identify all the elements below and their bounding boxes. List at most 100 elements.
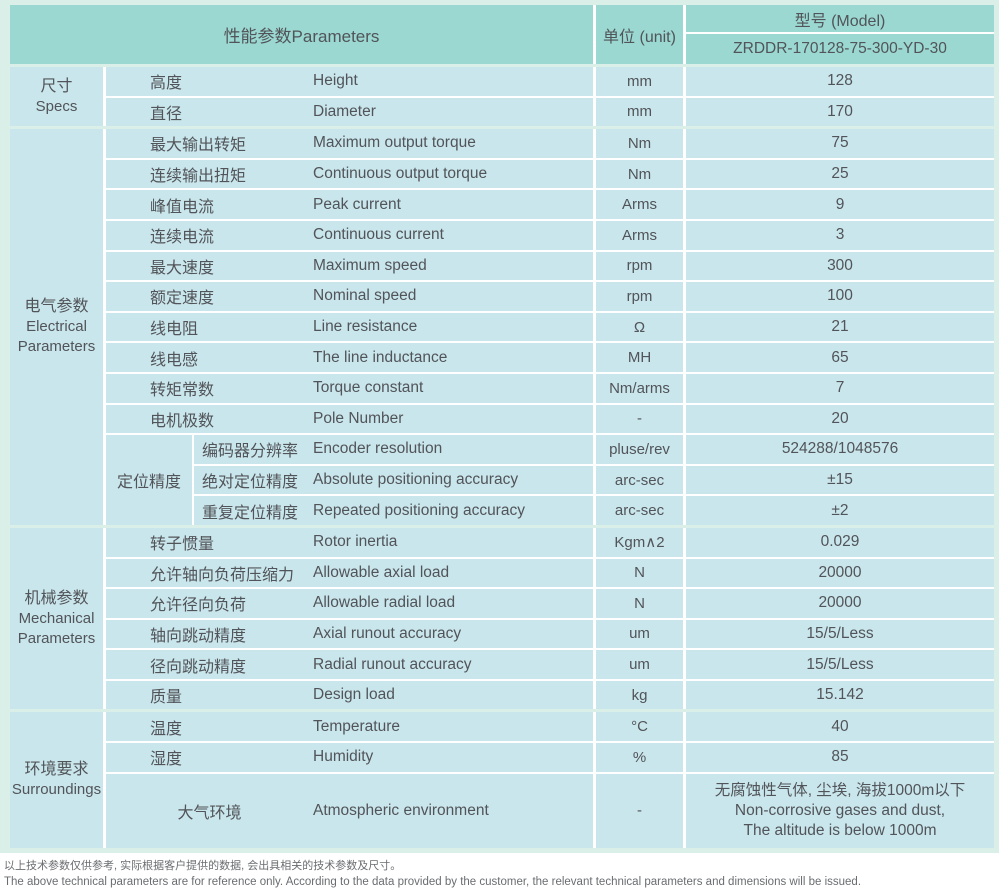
header-unit: 单位 (unit) (596, 5, 683, 64)
value-cell: 9 (686, 190, 994, 219)
section-label: 机械参数 Mechanical Parameters (10, 527, 103, 710)
unit-cell: Arms (596, 220, 683, 250)
param-zh-label: 最大输出转矩 (150, 137, 247, 155)
table-row: 转子惯量 Rotor inertia Kgm∧2 0.029 (106, 527, 994, 557)
table-row: 轴向跳动精度 Axial runout accuracy um 15/5/Less (106, 619, 994, 649)
param-label-cell: 连续电流 Continuous current (106, 220, 593, 250)
value-cell: 15/5/Less (686, 619, 994, 649)
value-cell: 无腐蚀性气体, 尘埃, 海拔1000m以下 Non-corrosive gases… (686, 773, 994, 848)
value-line: 无腐蚀性气体, 尘埃, 海拔1000m以下 (714, 781, 966, 799)
value-cell: ±15 (686, 465, 994, 495)
table-section: 机械参数 Mechanical Parameters 转子惯量 Rotor inert… (10, 527, 994, 710)
section-label: 尺寸 Specs (10, 67, 103, 127)
param-label-cell: 线电感 The line inductance (106, 343, 593, 372)
table-section: 环境要求 Surroundings 温度 Temperature °C 40 湿度 Humid… (10, 712, 994, 848)
unit-cell: arc-sec (596, 465, 683, 495)
param-zh-label: 线电感 (150, 351, 199, 369)
param-label-cell: 转矩常数 Torque constant (106, 373, 593, 403)
unit-cell: kg (596, 680, 683, 710)
param-label-cell: 转子惯量 Rotor inertia (106, 527, 593, 557)
param-label-cell: 轴向跳动精度 Axial runout accuracy (106, 619, 593, 649)
param-zh-label: 直径 (150, 105, 183, 123)
value-cell: 170 (686, 97, 994, 127)
param-label-cell: 径向跳动精度 Radial runout accuracy (106, 650, 593, 679)
param-zh-label: 线电阻 (150, 321, 199, 339)
section-rows: 温度 Temperature °C 40 湿度 Humidity% 85 大气环境 Atmosp… (106, 712, 994, 848)
table-body: 尺寸 Specs 高度 Height mm 128 直径 Diameter mm 170 电气参数 E… (10, 67, 994, 848)
param-zh-label: 允许径向负荷 (150, 597, 247, 615)
value-cell: 20000 (686, 589, 994, 618)
section-label-zh: 机械参数 (24, 589, 89, 607)
param-zh-label: 湿度 (150, 751, 183, 769)
table-row: 额定速度 Nominal speed rpm 100 (106, 282, 994, 311)
param-zh-label: 最大速度 (150, 259, 215, 277)
unit-cell: um (596, 619, 683, 649)
param-zh-label: 允许轴向负荷压缩力 (150, 566, 295, 584)
param-label-cell: 线电阻 Line resistance (106, 312, 593, 342)
param-label-cell: 大气环境 Atmospheric environment (106, 773, 593, 848)
footer-note-zh: 以上技术参数仅供参考, 实际根据客户提供的数据, 会出具相关的技术参数及尺寸。 (4, 859, 402, 872)
table-row: 线电阻 Line resistance Ω 21 (106, 312, 994, 342)
param-zh-label: 温度 (150, 720, 183, 738)
section-label-zh: 电气参数 (24, 298, 89, 316)
unit-cell: pluse/rev (596, 435, 683, 464)
param-en-label: Peak current (313, 195, 401, 213)
table-row: 最大速度 Maximum speed rpm 300 (106, 251, 994, 281)
table-section: 尺寸 Specs 高度 Height mm 128 直径 Diameter mm 170 (10, 67, 994, 127)
table-row: 直径 Diameter mm 170 (106, 97, 994, 127)
value-cell: 524288/1048576 (686, 435, 994, 464)
table-row: 质量 Design load kg 15.142 (106, 680, 994, 710)
section-label-en: Electrical Parameters (17, 318, 96, 356)
footer-note-en: The above technical parameters are for r… (4, 875, 862, 888)
table-row: 允许径向负荷 Allowable radial load N 20000 (106, 589, 994, 618)
param-zh-label: 大气环境 (177, 804, 242, 822)
value-cell: 40 (686, 712, 994, 742)
section-rows: 高度 Height mm 128 直径 Diameter mm 170 (106, 67, 994, 127)
unit-cell: arc-sec (596, 496, 683, 525)
section-label-en: Surroundings (11, 781, 102, 799)
table-row: 转矩常数 Torque constant Nm/arms 7 (106, 373, 994, 403)
unit-cell: °C (596, 712, 683, 742)
table-row: 连续电流 Continuous current Arms 3 (106, 220, 994, 250)
param-label-cell: 峰值电流 Peak current (106, 190, 593, 219)
param-en-label: Absolute positioning accuracy (313, 471, 519, 489)
table-row: 径向跳动精度 Radial runout accuracy um 15/5/Less (106, 650, 994, 679)
param-zh-label: 连续电流 (150, 229, 215, 247)
section-label-zh: 环境要求 (24, 761, 89, 779)
value-cell: 100 (686, 282, 994, 311)
param-zh-label: 绝对定位精度 (202, 474, 299, 492)
param-zh-label: 连续输出扭矩 (150, 168, 247, 186)
unit-cell: rpm (596, 282, 683, 311)
table-row: 绝对定位精度 Absolute positioning accuracy arc-s… (194, 465, 994, 495)
unit-cell: mm (596, 97, 683, 127)
param-en-label: Pole Number (313, 409, 404, 427)
table-row: 峰值电流 Peak current Arms 9 (106, 190, 994, 219)
section-label: 环境要求 Surroundings (10, 712, 103, 848)
param-en-label: Allowable radial load (313, 594, 456, 612)
unit-cell: Nm (596, 129, 683, 158)
param-en-label: Radial runout accuracy (313, 655, 472, 673)
param-en-label: Rotor inertia (313, 533, 398, 551)
value-cell: ±2 (686, 496, 994, 525)
value-line: The altitude is below 1000m (743, 821, 937, 839)
value-cell: 15.142 (686, 680, 994, 710)
param-label-cell: 质量 Design load (106, 680, 593, 710)
unit-cell: % (596, 743, 683, 772)
header-model-divider (686, 32, 994, 34)
section-label-zh: 尺寸 (40, 77, 73, 95)
table-section: 电气参数 Electrical Parameters 最大输出转矩 Maximum o… (10, 129, 994, 525)
param-label-cell: 编码器分辨率 Encoder resolution (194, 435, 593, 464)
param-label-cell: 重复定位精度 Repeated positioning accuracy (194, 496, 593, 525)
param-zh-label: 峰值电流 (150, 198, 215, 216)
param-zh-label: 编码器分辨率 (202, 443, 299, 461)
unit-cell: N (596, 558, 683, 588)
unit-cell: Nm (596, 159, 683, 189)
unit-cell: Kgm∧2 (596, 527, 683, 557)
section-label-en: Specs (35, 97, 78, 115)
value-cell: 15/5/Less (686, 650, 994, 679)
section-label: 电气参数 Electrical Parameters (10, 129, 103, 525)
param-en-label: Atmospheric environment (313, 801, 489, 819)
param-en-label: Torque constant (313, 379, 424, 397)
table-row: 湿度 Humidity% 85 (106, 743, 994, 772)
unit-cell: N (596, 589, 683, 618)
